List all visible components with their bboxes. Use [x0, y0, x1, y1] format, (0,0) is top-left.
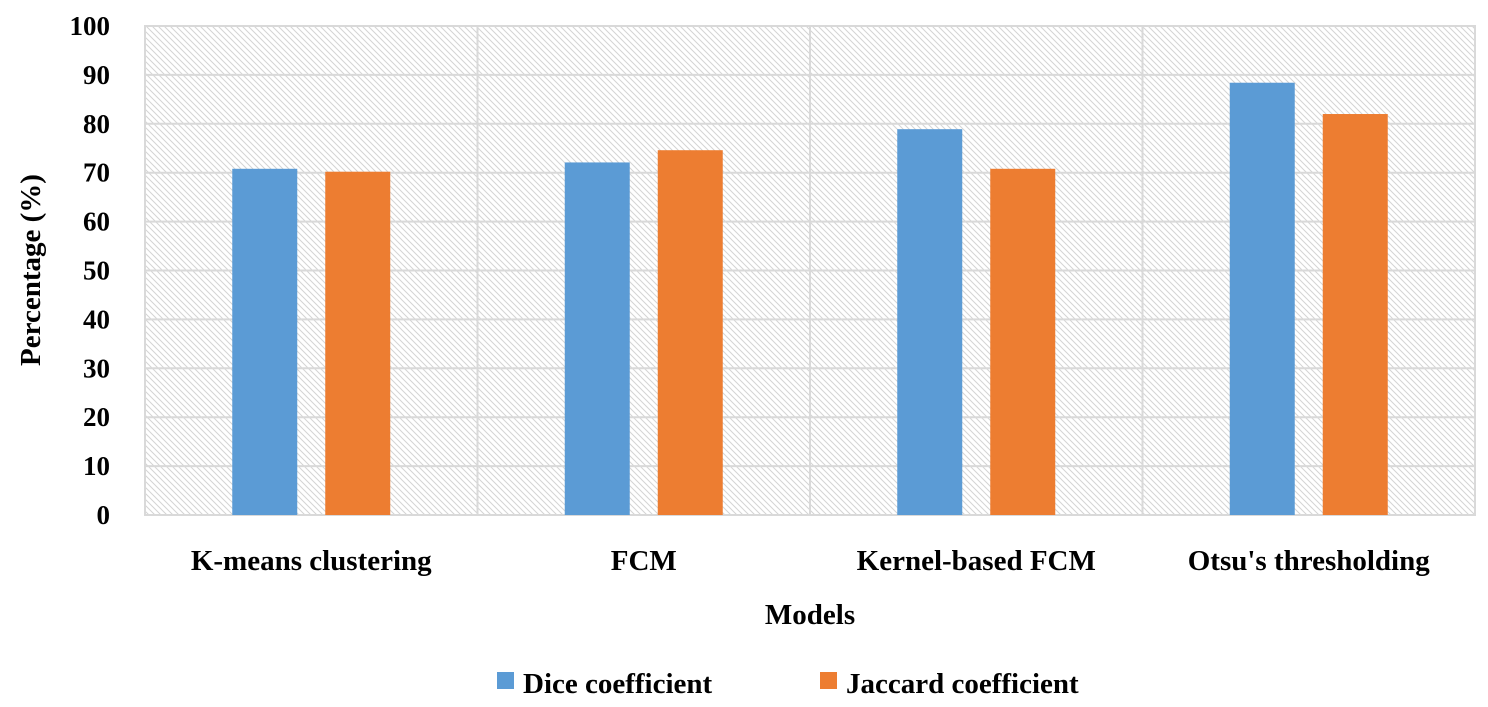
y-tick-label: 70	[83, 158, 110, 188]
y-tick-label: 90	[83, 60, 110, 90]
y-tick-label: 20	[83, 402, 110, 432]
y-tick-label: 50	[83, 256, 110, 286]
y-tick-label: 80	[83, 109, 110, 139]
x-axis-title: Models	[765, 599, 855, 631]
y-tick-label: 40	[83, 304, 110, 334]
bars	[232, 82, 1388, 516]
bar-jaccard	[990, 168, 1056, 515]
bar-dice	[564, 162, 630, 515]
y-tick-label: 0	[97, 500, 111, 530]
x-category-label: K-means clustering	[191, 545, 432, 577]
x-category-label: FCM	[611, 545, 677, 577]
y-tick-label: 30	[83, 353, 110, 383]
bar-jaccard	[325, 171, 391, 516]
legend-swatch	[820, 672, 837, 689]
bar-jaccard	[1322, 114, 1388, 516]
x-axis-category-labels: K-means clustering FCM Kernel-based FCM Ots…	[191, 545, 1430, 577]
bar-dice	[897, 129, 963, 515]
bar-jaccard	[657, 150, 723, 515]
y-tick-label: 100	[70, 11, 111, 41]
x-category-label: Otsu's thresholding	[1188, 545, 1431, 577]
legend: Dice coefficient Jaccard coefficient	[497, 668, 1079, 700]
legend-swatch	[497, 672, 514, 689]
y-tick-label: 10	[83, 451, 110, 481]
y-axis-tick-labels: 0 10 20 30 40 50 60 70 80 90 100	[70, 11, 111, 530]
y-axis-title: Percentage (%)	[15, 174, 47, 366]
bar-dice	[1229, 82, 1295, 515]
y-tick-label: 60	[83, 207, 110, 237]
legend-label: Dice coefficient	[523, 668, 713, 700]
plot-border	[144, 25, 1476, 516]
bar-dice	[232, 168, 298, 515]
x-category-label: Kernel-based FCM	[857, 545, 1096, 577]
legend-label: Jaccard coefficient	[846, 668, 1079, 700]
